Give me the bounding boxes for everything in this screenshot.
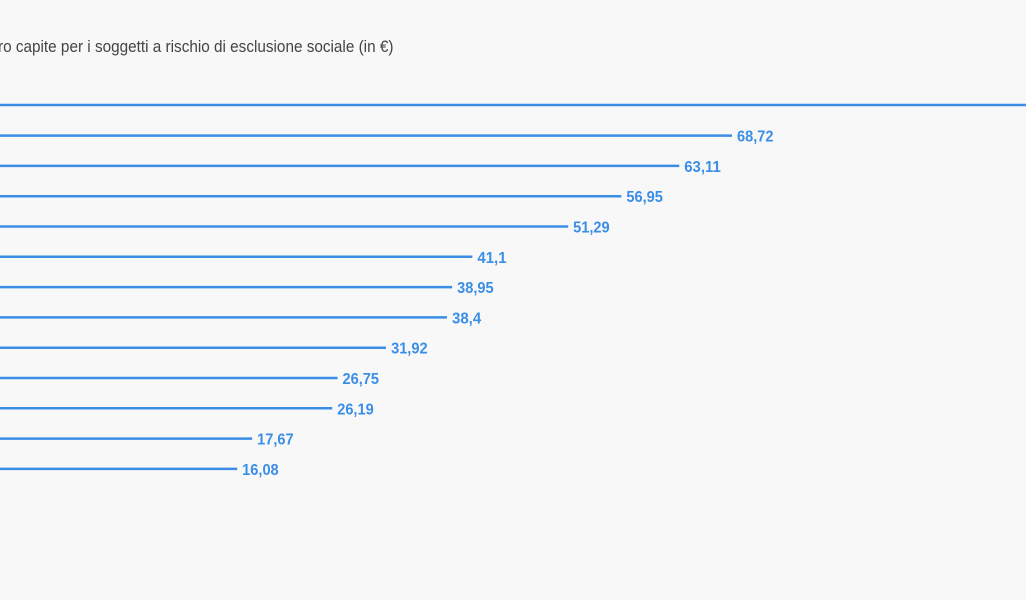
value-label-10: 26,19 <box>337 401 374 418</box>
value-label-8: 31,92 <box>391 341 428 358</box>
value-label-1: 68,72 <box>737 129 774 146</box>
value-label-12: 16,08 <box>242 462 279 479</box>
value-label-3: 56,95 <box>626 189 663 206</box>
value-label-2: 63,11 <box>684 159 721 176</box>
value-label-6: 38,95 <box>457 280 494 297</box>
value-label-11: 17,67 <box>257 432 294 449</box>
value-label-7: 38,4 <box>452 310 481 327</box>
value-label-4: 51,29 <box>573 220 610 237</box>
value-label-5: 41,1 <box>477 250 506 267</box>
chart-title: ro capite per i soggetti a rischio di es… <box>0 37 394 56</box>
value-label-9: 26,75 <box>342 371 379 388</box>
